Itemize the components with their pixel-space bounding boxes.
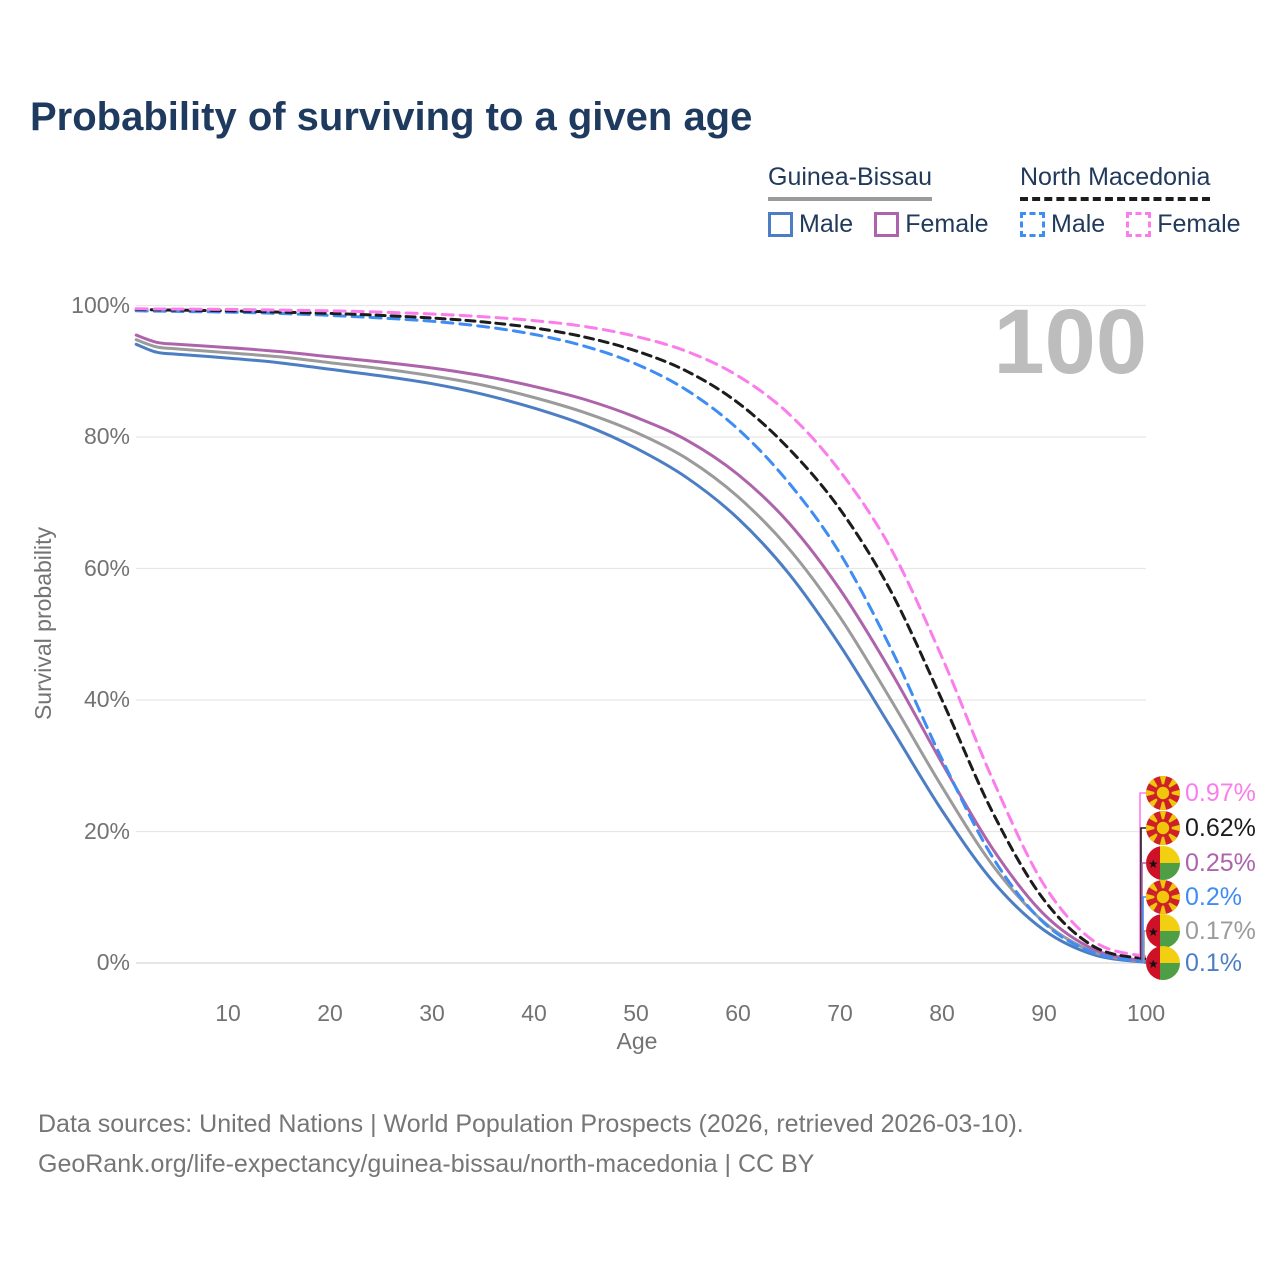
y-tick-60%: 60%	[83, 554, 130, 581]
series-line-nm_total	[134, 307, 1148, 961]
end-label-row-nm_female: 0.97%	[1146, 776, 1256, 810]
end-label-value: 0.25%	[1185, 849, 1256, 877]
end-label-value: 0.1%	[1185, 949, 1242, 977]
end-label-connector-gb_male	[1144, 961, 1146, 964]
series-line-nm_female	[134, 307, 1148, 959]
series-line-gb_female	[134, 333, 1148, 963]
x-tick-30: 30	[419, 1000, 445, 1026]
svg-text:★: ★	[1148, 857, 1159, 871]
gb-female-swatch-icon	[874, 212, 900, 237]
footer-attribution: GeoRank.org/life-expectancy/guinea-bissa…	[38, 1150, 815, 1178]
x-tick-100: 100	[1126, 1000, 1166, 1026]
end-label-value: 0.62%	[1185, 814, 1256, 842]
end-label-row-nm_total: 0.62%	[1146, 811, 1256, 845]
end-label-row-nm_male: 0.2%	[1146, 880, 1242, 914]
legend-items-guinea-bissau: Male Female	[768, 210, 989, 239]
svg-text:★: ★	[1148, 925, 1159, 939]
end-label-row-gb_total: ★ 0.17%	[1146, 914, 1256, 948]
legend-group-north-macedonia: North Macedonia Male Female	[1020, 163, 1241, 239]
guinea-bissau-flag-icon: ★	[1146, 946, 1180, 980]
gb-male-swatch-icon	[768, 212, 793, 237]
x-tick-70: 70	[827, 1000, 853, 1026]
x-tick-80: 80	[929, 1000, 955, 1026]
end-label-value: 0.97%	[1185, 779, 1256, 807]
legend-label: Female	[905, 210, 989, 238]
series-line-gb_male	[134, 342, 1148, 964]
y-tick-40%: 40%	[83, 686, 130, 712]
end-label-value: 0.17%	[1185, 917, 1256, 945]
x-tick-40: 40	[521, 1000, 547, 1026]
series-line-nm_male	[134, 309, 1148, 964]
north-macedonia-flag-icon	[1146, 811, 1180, 845]
x-axis-title: Age	[616, 1028, 658, 1054]
end-label-row-gb_female: ★ 0.25%	[1146, 846, 1256, 880]
legend-item-gb-male[interactable]: Male	[768, 210, 853, 239]
x-tick-10: 10	[215, 1000, 241, 1026]
north-macedonia-flag-icon	[1146, 776, 1180, 810]
x-tick-90: 90	[1031, 1000, 1057, 1026]
north-macedonia-flag-icon	[1146, 880, 1180, 914]
legend-group-guinea-bissau: Guinea-Bissau Male Female	[768, 163, 989, 239]
legend-country-guinea-bissau[interactable]: Guinea-Bissau	[768, 163, 932, 201]
nm-male-swatch-icon	[1020, 212, 1045, 237]
x-tick-60: 60	[725, 1000, 751, 1026]
legend-country-north-macedonia[interactable]: North Macedonia	[1020, 163, 1211, 201]
y-tick-100%: 100%	[71, 291, 130, 318]
guinea-bissau-flag-icon: ★	[1146, 846, 1180, 880]
y-axis-title: Survival probability	[30, 527, 56, 721]
legend-label: Female	[1157, 210, 1241, 238]
end-label-value: 0.2%	[1185, 883, 1242, 911]
y-tick-20%: 20%	[83, 817, 130, 844]
legend-label: Male	[799, 210, 854, 238]
legend-label: Male	[1051, 210, 1106, 238]
legend-item-nm-female[interactable]: Female	[1126, 210, 1241, 239]
series-line-gb_total	[134, 338, 1148, 964]
age-watermark: 100	[993, 291, 1148, 393]
svg-text:★: ★	[1148, 957, 1159, 971]
y-tick-0%: 0%	[96, 949, 130, 975]
legend-items-north-macedonia: Male Female	[1020, 210, 1241, 239]
footer-data-sources: Data sources: United Nations | World Pop…	[38, 1110, 1024, 1138]
legend-item-gb-female[interactable]: Female	[874, 210, 989, 239]
y-tick-80%: 80%	[83, 423, 130, 449]
x-tick-50: 50	[623, 1000, 649, 1026]
legend-item-nm-male[interactable]: Male	[1020, 210, 1105, 239]
nm-female-swatch-icon	[1126, 212, 1152, 237]
guinea-bissau-flag-icon: ★	[1146, 914, 1180, 948]
end-label-row-gb_male: ★ 0.1%	[1146, 946, 1242, 980]
x-tick-20: 20	[317, 1000, 343, 1026]
page-title: Probability of surviving to a given age	[30, 95, 753, 139]
